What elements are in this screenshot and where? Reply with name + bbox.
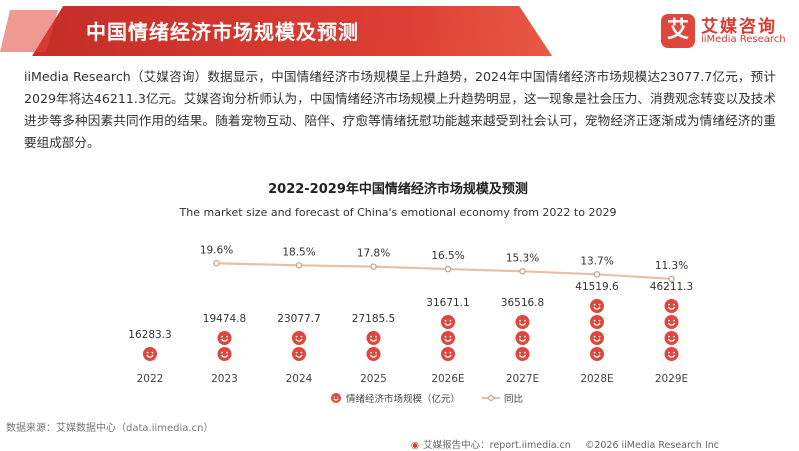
logo-text-en: iiMedia Research [701, 34, 786, 45]
bar-2024: 23077.7 [277, 313, 321, 361]
bar-2028E: 41519.6 [575, 281, 619, 361]
yoy-value-label: 16.5% [431, 250, 464, 262]
legend-item-yoy: 同比 [482, 393, 523, 405]
logo-mark-icon: 艾 [661, 14, 695, 48]
bar-icon [664, 315, 679, 329]
footer-brand: 艾媒报告中心：report.iimedia.cn [423, 440, 571, 451]
yoy-point [370, 263, 377, 270]
x-tick-label: 2027E [506, 373, 539, 385]
yoy-point [213, 259, 220, 267]
bar-icon [441, 347, 455, 361]
legend-label: 同比 [504, 393, 523, 405]
yoy-point [668, 275, 675, 283]
bar-2029E: 46211.3 [650, 281, 693, 361]
yoy-value-label: 15.3% [506, 252, 539, 264]
bar-icon [292, 331, 306, 345]
bar-value-label: 27185.5 [352, 313, 395, 325]
yoy-point [295, 262, 303, 269]
bar-icon [590, 347, 604, 361]
bar-icon [664, 347, 679, 361]
bar-2025: 27185.5 [352, 313, 395, 361]
footer-logo-icon: ◉ [410, 440, 420, 451]
yoy-value-label: 19.6% [200, 244, 233, 256]
footer-copyright: ©2026 iiMedia Research Inc [584, 440, 719, 451]
intro-paragraph: iiMedia Research（艾媒咨询）数据显示，中国情绪经济市场规模呈上升… [24, 69, 776, 150]
bar-value-label: 46211.3 [650, 281, 693, 293]
bar-value-label: 19474.8 [203, 313, 246, 325]
yoy-value-label: 11.3% [655, 260, 688, 272]
bar-icon [590, 315, 604, 329]
bar-icon [515, 315, 530, 329]
chart-subtitle: The market size and forecast of China's … [179, 206, 617, 219]
x-tick-label: 2026E [431, 373, 464, 385]
bar-value-label: 23077.7 [277, 313, 320, 325]
bar-icon [217, 347, 232, 361]
bar-icon [590, 331, 604, 345]
header-banner: 中国情绪经济市场规模及预测 艾 艾媒咨询 iiMedia Research [0, 0, 799, 64]
bar-value-label: 41519.6 [575, 281, 619, 293]
legend-label: 情绪经济市场规模（亿元） [346, 393, 460, 405]
bar-icon [515, 347, 530, 361]
yoy-point [519, 268, 526, 275]
legend-line-marker [488, 395, 495, 402]
x-tick-label: 2024 [286, 373, 313, 385]
yoy-point [593, 271, 601, 278]
x-tick-label: 2029E [655, 373, 688, 385]
yoy-value-label: 17.8% [357, 248, 390, 260]
logo-text-cn: 艾媒咨询 [701, 17, 777, 37]
brand-logo: 艾 艾媒咨询 iiMedia Research [661, 12, 791, 52]
bar-icon [441, 331, 455, 345]
chart-title: 2022-2029年中国情绪经济市场规模及预测 [268, 181, 528, 197]
bar-value-label: 16283.3 [128, 329, 171, 341]
bar-value-label: 36516.8 [501, 297, 544, 309]
x-tick-label: 2023 [211, 373, 238, 385]
yoy-point [444, 265, 452, 273]
x-tick-label: 2028E [580, 373, 613, 385]
bar-icon [590, 299, 604, 313]
bar-2022: 16283.3 [128, 329, 172, 361]
header-background [0, 0, 600, 64]
bar-2027E: 36516.8 [501, 297, 544, 361]
yoy-value-label: 18.5% [282, 246, 315, 258]
bar-2023: 19474.8 [203, 313, 246, 361]
bar-icon [143, 347, 157, 361]
x-tick-label: 2022 [137, 373, 164, 385]
bar-icon [292, 347, 306, 361]
bar-icon [515, 331, 530, 345]
legend-item-market-size: 情绪经济市场规模（亿元） [331, 393, 460, 405]
page-title: 中国情绪经济市场规模及预测 [86, 20, 359, 44]
footer: ◉ 艾媒报告中心：report.iimedia.cn ©2026 iiMedia R… [407, 437, 719, 451]
bar-icon [664, 299, 679, 313]
bar-value-label: 31671.1 [426, 297, 469, 309]
chart-legend: 情绪经济市场规模（亿元） 同比 [331, 393, 523, 405]
x-tick-label: 2025 [360, 373, 387, 385]
data-source: 数据来源：艾媒数据中心（data.iimedia.cn） [6, 423, 214, 434]
bar-2026E: 31671.1 [426, 297, 470, 361]
bar-icon [366, 331, 381, 345]
yoy-value-label: 13.7% [580, 255, 613, 267]
bar-icon [441, 315, 455, 329]
bar-icon [217, 331, 232, 345]
bar-icon [366, 347, 381, 361]
legend-bar-icon [331, 393, 341, 403]
bar-icon [664, 331, 679, 345]
